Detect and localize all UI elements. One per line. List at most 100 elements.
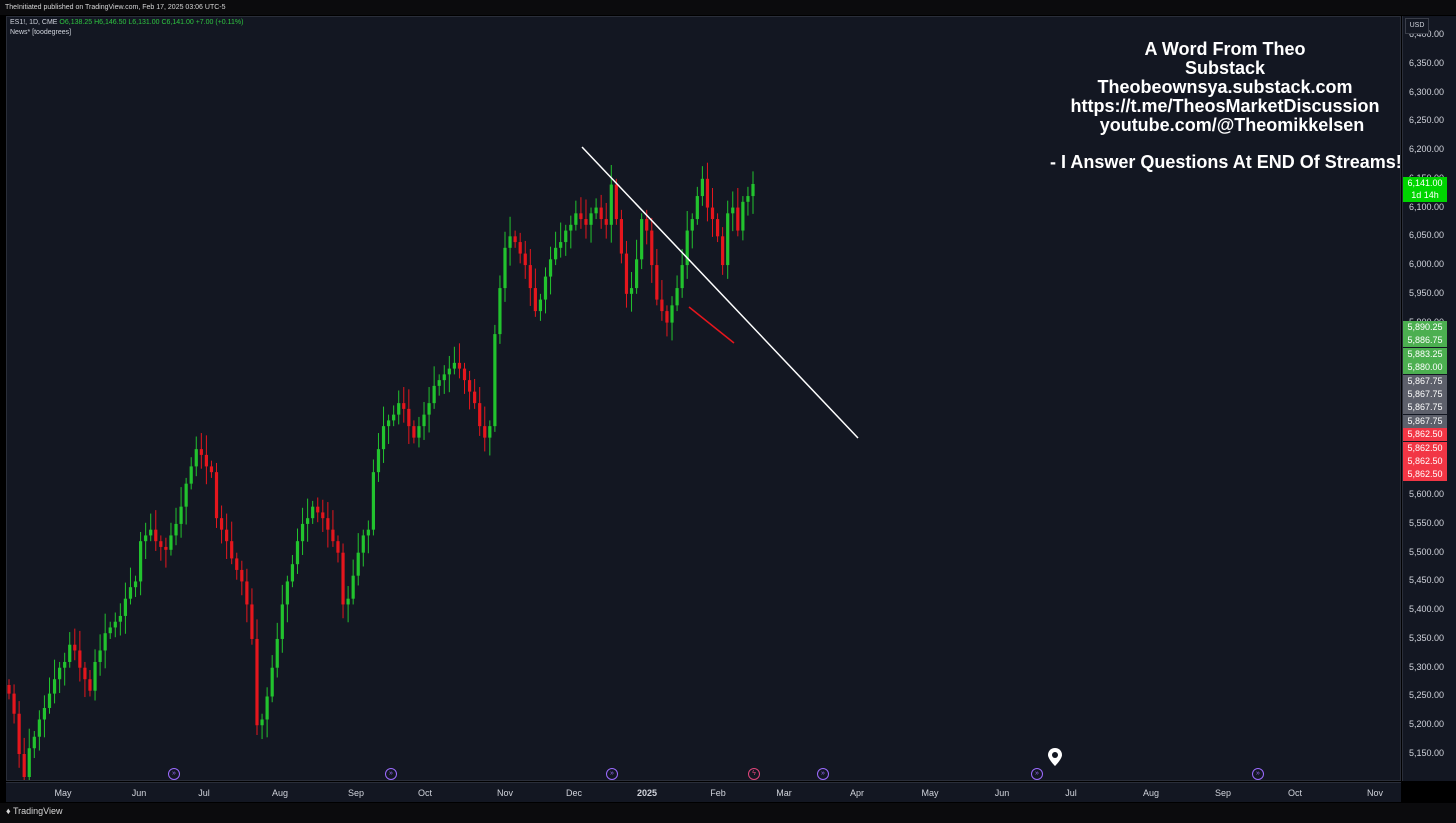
candlestick-chart[interactable] <box>7 17 1401 781</box>
candle <box>381 406 386 463</box>
candle <box>594 198 598 220</box>
candle <box>113 612 117 638</box>
indicator-label[interactable]: News* [toodegrees] <box>10 29 72 36</box>
candle <box>189 457 193 490</box>
price-label-gray: 5,867.75 <box>1403 414 1447 428</box>
calendar-arrow-icon[interactable]: » <box>168 768 180 780</box>
candle <box>78 630 82 682</box>
candle <box>58 661 62 694</box>
candle <box>392 405 396 427</box>
candle <box>488 420 492 456</box>
price-tick: 5,500.00 <box>1409 546 1445 557</box>
time-tick: Jun <box>131 788 147 798</box>
candle <box>63 652 67 686</box>
time-tick: Oct <box>1287 788 1303 798</box>
candle <box>128 567 133 605</box>
candle <box>179 487 183 538</box>
last-price-label: 6,141.00 1d 14h <box>1403 177 1447 202</box>
price-label-gray: 5,867.75 <box>1403 401 1447 415</box>
time-axis[interactable]: May Jun Jul Aug Sep Oct Nov Dec 2025 Feb Mar Apr May… <box>6 782 1401 802</box>
candle <box>300 507 305 555</box>
candle <box>437 374 441 396</box>
price-tick: 6,050.00 <box>1409 230 1445 241</box>
time-tick: Dec <box>565 788 583 798</box>
annotation-line-3: Theobeownsya.substack.com <box>1097 77 1353 97</box>
candle <box>240 560 244 596</box>
time-tick: Nov <box>496 788 514 798</box>
candle <box>184 477 188 525</box>
candle <box>660 280 664 321</box>
candle <box>22 737 26 780</box>
candle <box>442 365 446 394</box>
candle <box>336 535 340 563</box>
candle <box>523 240 527 279</box>
price-tick: 5,150.00 <box>1409 748 1445 758</box>
candle <box>513 230 517 248</box>
time-tick: May <box>54 788 72 798</box>
trendline[interactable] <box>581 146 859 439</box>
price-tick: 6,250.00 <box>1409 115 1445 126</box>
high-value: H6,146.50 <box>94 19 127 26</box>
symbol-label[interactable]: ES1!, 1D, CME <box>10 19 58 26</box>
candle <box>614 178 618 225</box>
candle <box>331 510 335 547</box>
candle <box>559 222 563 258</box>
time-tick: Sep <box>1214 788 1232 798</box>
candle <box>73 628 77 661</box>
time-tick: Jul <box>1065 788 1077 798</box>
calendar-arrow-icon[interactable]: » <box>817 768 829 780</box>
price-tick: 6,300.00 <box>1409 86 1445 97</box>
candle <box>144 522 148 560</box>
candle <box>447 355 451 393</box>
candle <box>397 390 401 425</box>
currency-label[interactable]: USD <box>1405 18 1429 34</box>
price-tick: 6,350.00 <box>1409 57 1445 68</box>
calendar-arrow-icon[interactable]: » <box>385 768 397 780</box>
price-tick: 5,400.00 <box>1409 604 1445 615</box>
low-value: L6,131.00 <box>128 19 160 26</box>
chart-pane[interactable] <box>6 16 1401 781</box>
candle <box>503 231 507 302</box>
annotation-line-4: https://t.me/TheosMarketDiscussion <box>1070 96 1380 116</box>
calendar-arrow-icon[interactable]: » <box>606 768 618 780</box>
price-tick: 5,550.00 <box>1409 517 1445 528</box>
time-tick: Nov <box>1366 788 1384 798</box>
price-label-green: 5,880.00 <box>1403 361 1447 375</box>
candle <box>17 701 21 768</box>
price-tick: 5,600.00 <box>1409 489 1445 500</box>
bar-countdown: 1d 14h <box>1411 190 1439 200</box>
candle <box>219 505 224 544</box>
calendar-arrow-icon[interactable]: » <box>1252 768 1264 780</box>
candle <box>715 213 720 243</box>
candle <box>417 416 421 448</box>
change-value: +7.00 (+0.11%) <box>195 19 244 26</box>
location-pin-icon[interactable] <box>1047 747 1063 767</box>
price-tick: 5,200.00 <box>1409 719 1445 730</box>
candle <box>584 199 588 239</box>
time-tick: Aug <box>1142 788 1160 798</box>
candle <box>138 531 143 596</box>
price-tick: 5,300.00 <box>1409 661 1445 672</box>
candle <box>705 162 710 222</box>
time-tick: Aug <box>271 788 289 798</box>
red-drawing-line[interactable] <box>688 306 735 344</box>
lightning-icon[interactable]: ϟ <box>748 768 760 780</box>
candle <box>432 366 436 409</box>
calendar-arrow-icon[interactable]: » <box>1031 768 1043 780</box>
logo-icon: ♦ <box>6 806 11 816</box>
text-annotation[interactable]: A Word From Theo Substack Theobeownsya.s… <box>1040 40 1410 172</box>
candle <box>154 510 158 551</box>
candle <box>478 387 482 436</box>
candle <box>746 186 750 216</box>
candle <box>118 603 122 636</box>
candle <box>93 649 97 701</box>
tradingview-logo[interactable]: ♦ TradingView <box>6 806 62 816</box>
time-tick: May <box>921 788 939 798</box>
time-tick: Jun <box>994 788 1010 798</box>
annotation-line-2: Substack <box>1184 58 1266 78</box>
candle <box>225 513 229 560</box>
candle <box>103 613 107 669</box>
candle <box>250 588 254 645</box>
candle <box>412 420 416 444</box>
price-tick: 6,200.00 <box>1409 144 1445 155</box>
